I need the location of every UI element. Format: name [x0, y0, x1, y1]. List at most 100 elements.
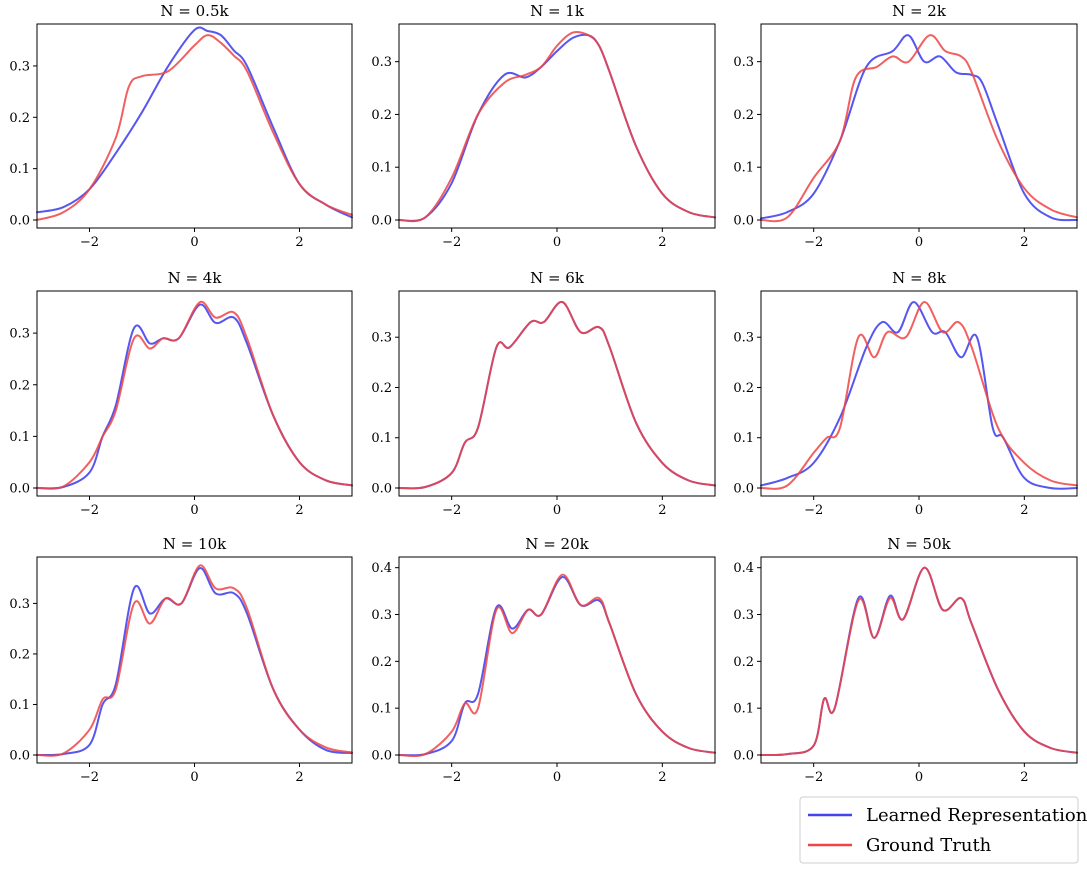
subplot-title: N = 6k	[530, 269, 585, 287]
plot-frame	[36, 290, 353, 497]
subplot-title: N = 4k	[168, 269, 223, 287]
subplot-4: N = 4k −2 0 2 0.0 0.1 0.2 0.3	[9, 269, 353, 518]
subplot-1: N = 0.5k −2 0 2 0.0 0.1 0.2 0.3	[9, 2, 353, 250]
y-tick-label: 0.1	[9, 430, 30, 445]
y-tick-label: 0.3	[733, 331, 754, 346]
ground-truth-curve	[398, 573, 716, 758]
subplot-7: N = 10k −2 0 2 0.0 0.1 0.2 0.3	[9, 535, 353, 785]
y-tick-label: 0.3	[733, 55, 754, 70]
y-tick-label: 0.3	[9, 597, 30, 612]
x-tick-label: 2	[1020, 770, 1028, 785]
x-tick-label: 0	[190, 770, 198, 785]
ground-truth-curve	[760, 301, 1078, 490]
x-tick-label: 0	[190, 503, 198, 518]
y-tick-label: 0.2	[9, 111, 30, 126]
subplot-6: N = 8k −2 0 2 0.0 0.1 0.2 0.3	[733, 269, 1078, 518]
subplot-title: N = 2k	[892, 2, 947, 20]
learned-representation-curve	[398, 576, 716, 757]
x-tick-label: 2	[295, 770, 303, 785]
x-tick-label: 2	[1020, 235, 1028, 250]
subplot-3: N = 2k −2 0 2 0.0 0.1 0.2 0.3	[733, 2, 1078, 250]
legend-label-ground-truth: Ground Truth	[866, 835, 992, 856]
y-tick-label: 0.2	[733, 108, 754, 123]
plot-frame	[760, 290, 1078, 497]
plot-frame	[398, 556, 716, 764]
x-tick-label: 0	[915, 503, 923, 518]
y-tick-label: 0.0	[9, 482, 30, 497]
plot-frame	[36, 556, 353, 764]
learned-representation-curve	[760, 34, 1078, 222]
subplot-5: N = 6k −2 0 2 0.0 0.1 0.2 0.3	[371, 269, 716, 518]
y-tick-label: 0.3	[733, 608, 754, 623]
learned-representation-curve	[36, 567, 353, 757]
x-tick-label: 2	[295, 503, 303, 518]
y-tick-label: 0.0	[9, 214, 30, 229]
x-tick-label: 0	[915, 770, 923, 785]
ground-truth-curve	[36, 300, 353, 490]
x-tick-label: 2	[658, 235, 666, 250]
y-tick-label: 0.1	[371, 161, 392, 176]
x-tick-label: 0	[190, 235, 198, 250]
ground-truth-curve	[760, 34, 1078, 223]
subplot-9: N = 50k −2 0 2 0.0 0.1 0.2 0.3 0.4	[733, 535, 1078, 785]
y-tick-label: 0.2	[733, 655, 754, 670]
y-tick-label: 0.2	[371, 381, 392, 396]
x-tick-label: 2	[1020, 503, 1028, 518]
x-tick-label: −2	[442, 503, 461, 518]
x-tick-label: 2	[658, 503, 666, 518]
subplot-title: N = 0.5k	[160, 2, 229, 20]
subplot-title: N = 20k	[525, 535, 589, 553]
y-tick-label: 0.3	[371, 331, 392, 346]
y-tick-label: 0.2	[371, 108, 392, 123]
y-tick-label: 0.0	[9, 749, 30, 764]
y-tick-label: 0.3	[371, 608, 392, 623]
x-tick-label: −2	[804, 770, 823, 785]
x-tick-label: −2	[442, 770, 461, 785]
y-tick-label: 0.3	[9, 327, 30, 342]
ground-truth-curve	[760, 566, 1078, 757]
y-tick-label: 0.0	[733, 482, 754, 497]
plot-frame	[36, 23, 353, 229]
learned-representation-curve	[398, 301, 716, 490]
y-tick-label: 0.3	[371, 55, 392, 70]
y-tick-label: 0.1	[371, 702, 392, 717]
y-tick-label: 0.3	[9, 59, 30, 74]
x-tick-label: 0	[553, 235, 561, 250]
y-tick-label: 0.1	[733, 702, 754, 717]
y-tick-label: 0.2	[733, 381, 754, 396]
y-tick-label: 0.2	[9, 378, 30, 393]
learned-representation-curve	[760, 566, 1078, 757]
ground-truth-curve	[398, 301, 716, 490]
legend: Learned Representation Ground Truth	[799, 796, 1087, 864]
subplot-title: N = 50k	[887, 535, 951, 553]
y-tick-label: 0.1	[9, 698, 30, 713]
ground-truth-curve	[398, 30, 716, 223]
y-tick-label: 0.0	[371, 749, 392, 764]
y-tick-label: 0.1	[9, 162, 30, 177]
subplot-8: N = 20k −2 0 2 0.0 0.1 0.2 0.3 0.4	[371, 535, 716, 785]
x-tick-label: 0	[915, 235, 923, 250]
y-tick-label: 0.4	[371, 561, 392, 576]
y-tick-label: 0.1	[733, 431, 754, 446]
y-tick-label: 0.0	[371, 214, 392, 229]
subplot-title: N = 8k	[892, 269, 947, 287]
plot-frame	[398, 290, 716, 497]
y-tick-label: 0.4	[733, 561, 754, 576]
x-tick-label: 2	[295, 235, 303, 250]
x-tick-label: −2	[80, 503, 99, 518]
y-tick-label: 0.2	[371, 655, 392, 670]
y-tick-label: 0.2	[9, 647, 30, 662]
x-tick-label: 2	[658, 770, 666, 785]
learned-representation-curve	[36, 303, 353, 490]
x-tick-label: −2	[442, 235, 461, 250]
subplot-2: N = 1k −2 0 2 0.0 0.1 0.2 0.3	[371, 2, 716, 250]
ground-truth-curve	[36, 564, 353, 757]
y-tick-label: 0.0	[733, 214, 754, 229]
y-tick-label: 0.1	[733, 161, 754, 176]
subplot-title: N = 1k	[530, 2, 585, 20]
plot-frame	[398, 23, 716, 229]
x-tick-label: −2	[804, 235, 823, 250]
x-tick-label: 0	[553, 503, 561, 518]
subplot-title: N = 10k	[163, 535, 227, 553]
